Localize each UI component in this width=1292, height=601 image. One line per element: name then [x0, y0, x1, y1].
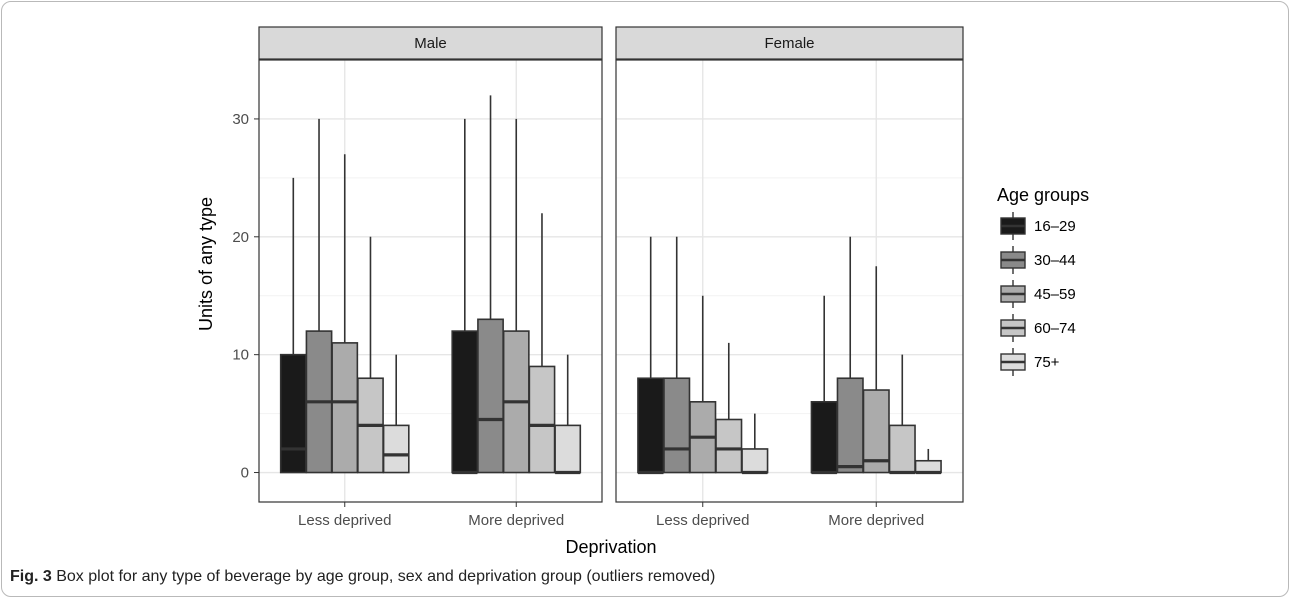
legend: Age groups 16–29 30–44 45–59 60–74 75+	[997, 185, 1089, 376]
box-45–59	[689, 295, 717, 474]
box-body	[477, 318, 504, 474]
box-body	[715, 418, 743, 474]
legend-title: Age groups	[997, 185, 1089, 205]
facet-panel-female: Female Less deprived More deprived	[615, 26, 964, 529]
box-16–29	[279, 177, 307, 474]
legend-label: 45–59	[1034, 286, 1076, 303]
box-body	[862, 389, 890, 474]
y-tick-label: 30	[232, 111, 249, 128]
legend-label: 75+	[1034, 354, 1060, 371]
facet-strip	[615, 26, 964, 60]
x-tick-label: More deprived	[828, 512, 924, 529]
box-body	[888, 424, 916, 474]
y-tick-label: 0	[241, 465, 249, 482]
box-16–29	[451, 118, 479, 475]
box-body	[741, 448, 769, 474]
legend-label: 60–74	[1034, 320, 1076, 337]
box-body	[637, 377, 665, 474]
x-axis-title: Deprivation	[565, 537, 656, 557]
box-60–74	[888, 354, 916, 475]
box-60–74	[715, 342, 743, 474]
panel-border	[615, 59, 964, 503]
box-body	[663, 377, 691, 474]
box-30–44	[305, 118, 333, 474]
box-16–29	[810, 295, 838, 475]
box-body	[279, 353, 307, 474]
box-body	[451, 330, 479, 474]
box-body	[836, 377, 864, 474]
x-tick-label: Less deprived	[656, 512, 749, 529]
box-45–59	[862, 266, 890, 474]
box-body	[382, 424, 410, 474]
box-30–44	[663, 236, 691, 474]
legend-label: 16–29	[1034, 218, 1076, 235]
box-75+	[741, 413, 769, 475]
x-tick-label: More deprived	[468, 512, 564, 529]
facet-strip	[258, 26, 603, 60]
box-75+	[554, 354, 582, 475]
box-body	[554, 424, 582, 474]
facet-panel-male: Male Less deprived More deprived	[258, 26, 603, 529]
box-60–74	[528, 213, 556, 474]
y-tick-label: 20	[232, 229, 249, 246]
facet-strip-label: Male	[414, 35, 447, 52]
box-body	[528, 365, 556, 474]
y-axis-title: Units of any type	[196, 197, 216, 331]
figure-caption: Fig. 3 Box plot for any type of beverage…	[10, 568, 715, 586]
box-16–29	[637, 236, 665, 475]
box-60–74	[357, 236, 384, 474]
box-body	[331, 342, 359, 474]
box-body	[810, 401, 838, 474]
box-30–44	[836, 236, 864, 474]
legend-item: 16–29	[1000, 212, 1076, 240]
box-45–59	[502, 118, 530, 474]
facet-strip-label: Female	[764, 35, 814, 52]
x-tick-label: Less deprived	[298, 512, 391, 529]
box-75+	[382, 354, 410, 474]
legend-item: 75+	[1000, 348, 1060, 376]
legend-label: 30–44	[1034, 252, 1076, 269]
legend-item: 45–59	[1000, 280, 1076, 308]
panel-border	[258, 59, 603, 503]
y-tick-label: 10	[232, 347, 249, 364]
caption-label: Fig. 3	[10, 568, 52, 585]
box-body	[914, 459, 942, 474]
legend-item: 60–74	[1000, 314, 1076, 342]
legend-item: 30–44	[1000, 246, 1076, 274]
caption-text: Box plot for any type of beverage by age…	[51, 568, 716, 585]
box-45–59	[331, 154, 359, 474]
box-75+	[914, 448, 942, 475]
